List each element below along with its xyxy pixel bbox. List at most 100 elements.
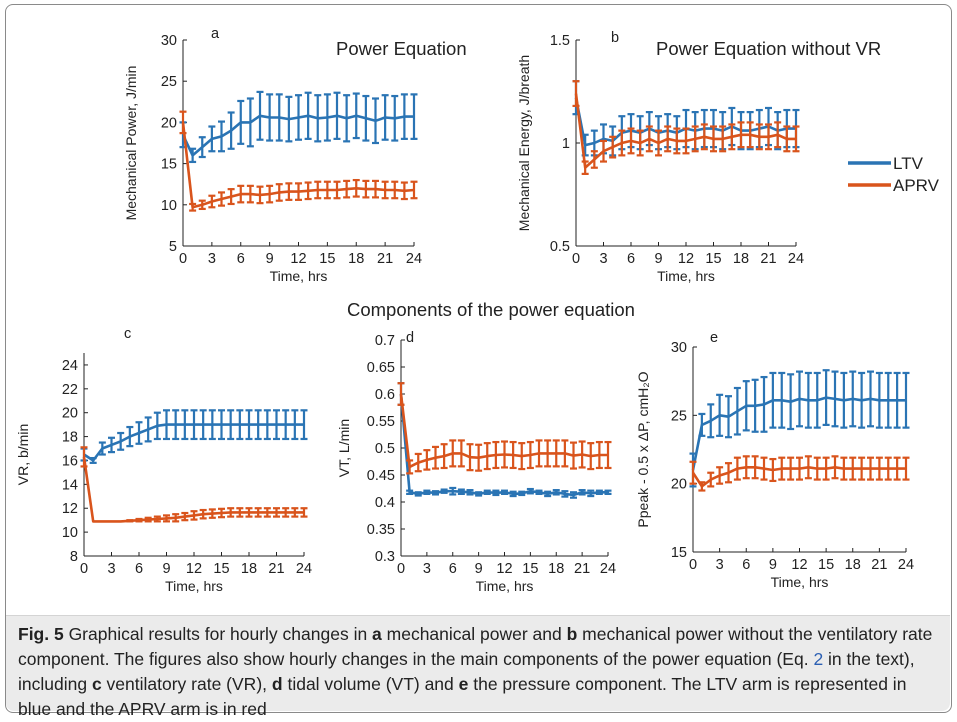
data-line — [181, 122, 415, 209]
y-tick-label: 1.5 — [550, 33, 570, 49]
x-tick-label: 21 — [871, 557, 887, 573]
y-tick-label: 10 — [161, 198, 177, 214]
y-tick-label: 15 — [161, 157, 177, 173]
y-tick-label: 22 — [62, 382, 78, 398]
caption-letter-e: e — [458, 674, 469, 694]
x-tick-label: 15 — [319, 251, 335, 267]
y-tick-label: 16 — [62, 453, 78, 469]
y-tick-label: 20 — [62, 406, 78, 422]
caption-text-6: tidal volume (VT) and — [282, 674, 459, 694]
data-line — [399, 393, 608, 469]
x-axis-label: Time, hrs — [165, 578, 223, 594]
x-tick-label: 15 — [818, 557, 834, 573]
y-tick-label: 12 — [62, 501, 78, 517]
x-axis-label: Time, hrs — [771, 574, 829, 590]
series-ltv — [689, 369, 910, 488]
x-axis-label: Time, hrs — [270, 268, 328, 284]
x-tick-label: 3 — [599, 251, 607, 267]
series-aprv — [572, 80, 800, 175]
x-tick-label: 0 — [572, 251, 580, 267]
legend-label-aprv: APRV — [893, 176, 940, 195]
y-tick-label: 25 — [671, 408, 687, 424]
x-tick-label: 0 — [689, 557, 697, 573]
x-tick-label: 6 — [237, 251, 245, 267]
x-tick-label: 15 — [522, 561, 538, 577]
y-tick-label: 14 — [62, 477, 78, 493]
panel-a: 5 10 15 20 25 30 0 3 6 9 12 15 18 21 24 Time, hrs Mechan… — [123, 26, 467, 284]
caption-letter-d: d — [271, 674, 283, 694]
panel-label: e — [710, 330, 718, 346]
panel-c: 8 10 12 14 16 18 20 22 24 0 3 6 9 12 15 18 21 24 Time, hrs… — [15, 326, 312, 594]
caption-letter-a: a — [372, 624, 382, 644]
y-tick-label: 0.7 — [375, 333, 395, 349]
x-tick-label: 3 — [423, 561, 431, 577]
x-tick-label: 21 — [268, 561, 284, 577]
y-tick-label: 0.35 — [367, 522, 395, 538]
series-ltv — [179, 90, 418, 164]
caption-text-7: the pressure component. The LTV arm is r… — [18, 674, 907, 719]
legend-label-ltv: LTV — [893, 154, 924, 173]
x-tick-label: 21 — [574, 561, 590, 577]
x-axis-label: Time, hrs — [476, 578, 534, 594]
y-tick-label: 10 — [62, 525, 78, 541]
x-tick-label: 18 — [845, 557, 861, 573]
y-axis-label: VT, L/min — [336, 419, 352, 477]
caption-text-1: Graphical results for hourly changes in — [63, 624, 373, 644]
y-tick-label: 0.5 — [375, 441, 395, 457]
x-tick-label: 24 — [296, 561, 312, 577]
y-axis-label: VR, b/min — [15, 424, 31, 485]
x-tick-label: 0 — [179, 251, 187, 267]
x-tick-label: 9 — [654, 251, 662, 267]
x-tick-label: 12 — [678, 251, 694, 267]
y-tick-label: 0.5 — [550, 239, 570, 255]
y-tick-label: 30 — [161, 33, 177, 49]
panel-label: a — [211, 26, 220, 42]
x-tick-label: 24 — [406, 251, 422, 267]
x-tick-label: 9 — [475, 561, 483, 577]
y-tick-label: 1 — [562, 136, 570, 152]
y-axis-label: Ppeak - 0.5 x ΔP, cmH₂O — [635, 371, 651, 527]
caption-figure-label: Fig. 5 — [18, 624, 64, 644]
series-aprv — [397, 382, 612, 475]
series-aprv — [689, 455, 910, 492]
x-tick-label: 15 — [213, 561, 229, 577]
y-tick-label: 5 — [169, 239, 177, 255]
panel-title: Power Equation — [336, 38, 467, 59]
panel-e: 15 20 25 30 0 3 6 9 12 15 18 21 24 Time, hrs Ppeak - 0… — [635, 330, 914, 590]
x-tick-label: 12 — [186, 561, 202, 577]
y-tick-label: 24 — [62, 358, 78, 374]
x-tick-label: 15 — [705, 251, 721, 267]
x-tick-label: 3 — [716, 557, 724, 573]
x-tick-label: 18 — [241, 561, 257, 577]
series-ltv — [80, 409, 308, 464]
y-tick-label: 18 — [62, 430, 78, 446]
y-tick-label: 15 — [671, 545, 687, 561]
y-tick-label: 0.6 — [375, 387, 395, 403]
y-tick-label: 0.65 — [367, 360, 395, 376]
data-line — [399, 393, 608, 497]
components-title: Components of the power equation — [347, 299, 635, 320]
x-tick-label: 9 — [162, 561, 170, 577]
x-tick-label: 6 — [627, 251, 635, 267]
caption-equation-link[interactable]: 2 — [813, 649, 824, 669]
y-tick-label: 25 — [161, 74, 177, 90]
x-tick-label: 24 — [600, 561, 616, 577]
caption-letter-b: b — [566, 624, 578, 644]
x-tick-label: 18 — [348, 251, 364, 267]
caption-text-2: mechanical power and — [381, 624, 567, 644]
panel-label: d — [406, 330, 414, 346]
y-tick-label: 0.45 — [367, 468, 395, 484]
figure-caption: Fig. 5 Graphical results for hourly chan… — [6, 615, 950, 719]
x-tick-label: 9 — [769, 557, 777, 573]
figure: 5 10 15 20 25 30 0 3 6 9 12 15 18 21 24 Time, hrs Mechan… — [5, 4, 952, 719]
panel-label: b — [611, 30, 619, 46]
y-axis-label: Mechanical Power, J/min — [123, 66, 139, 221]
x-tick-label: 24 — [788, 251, 804, 267]
x-tick-label: 12 — [290, 251, 306, 267]
panel-b: 0.5 1 1.5 0 3 6 9 12 15 18 21 24 Time, hrs Mechanical… — [516, 30, 881, 284]
data-line — [574, 93, 796, 169]
x-tick-label: 18 — [548, 561, 564, 577]
panel-title: Power Equation without VR — [656, 38, 881, 59]
panel-label: c — [124, 326, 131, 342]
